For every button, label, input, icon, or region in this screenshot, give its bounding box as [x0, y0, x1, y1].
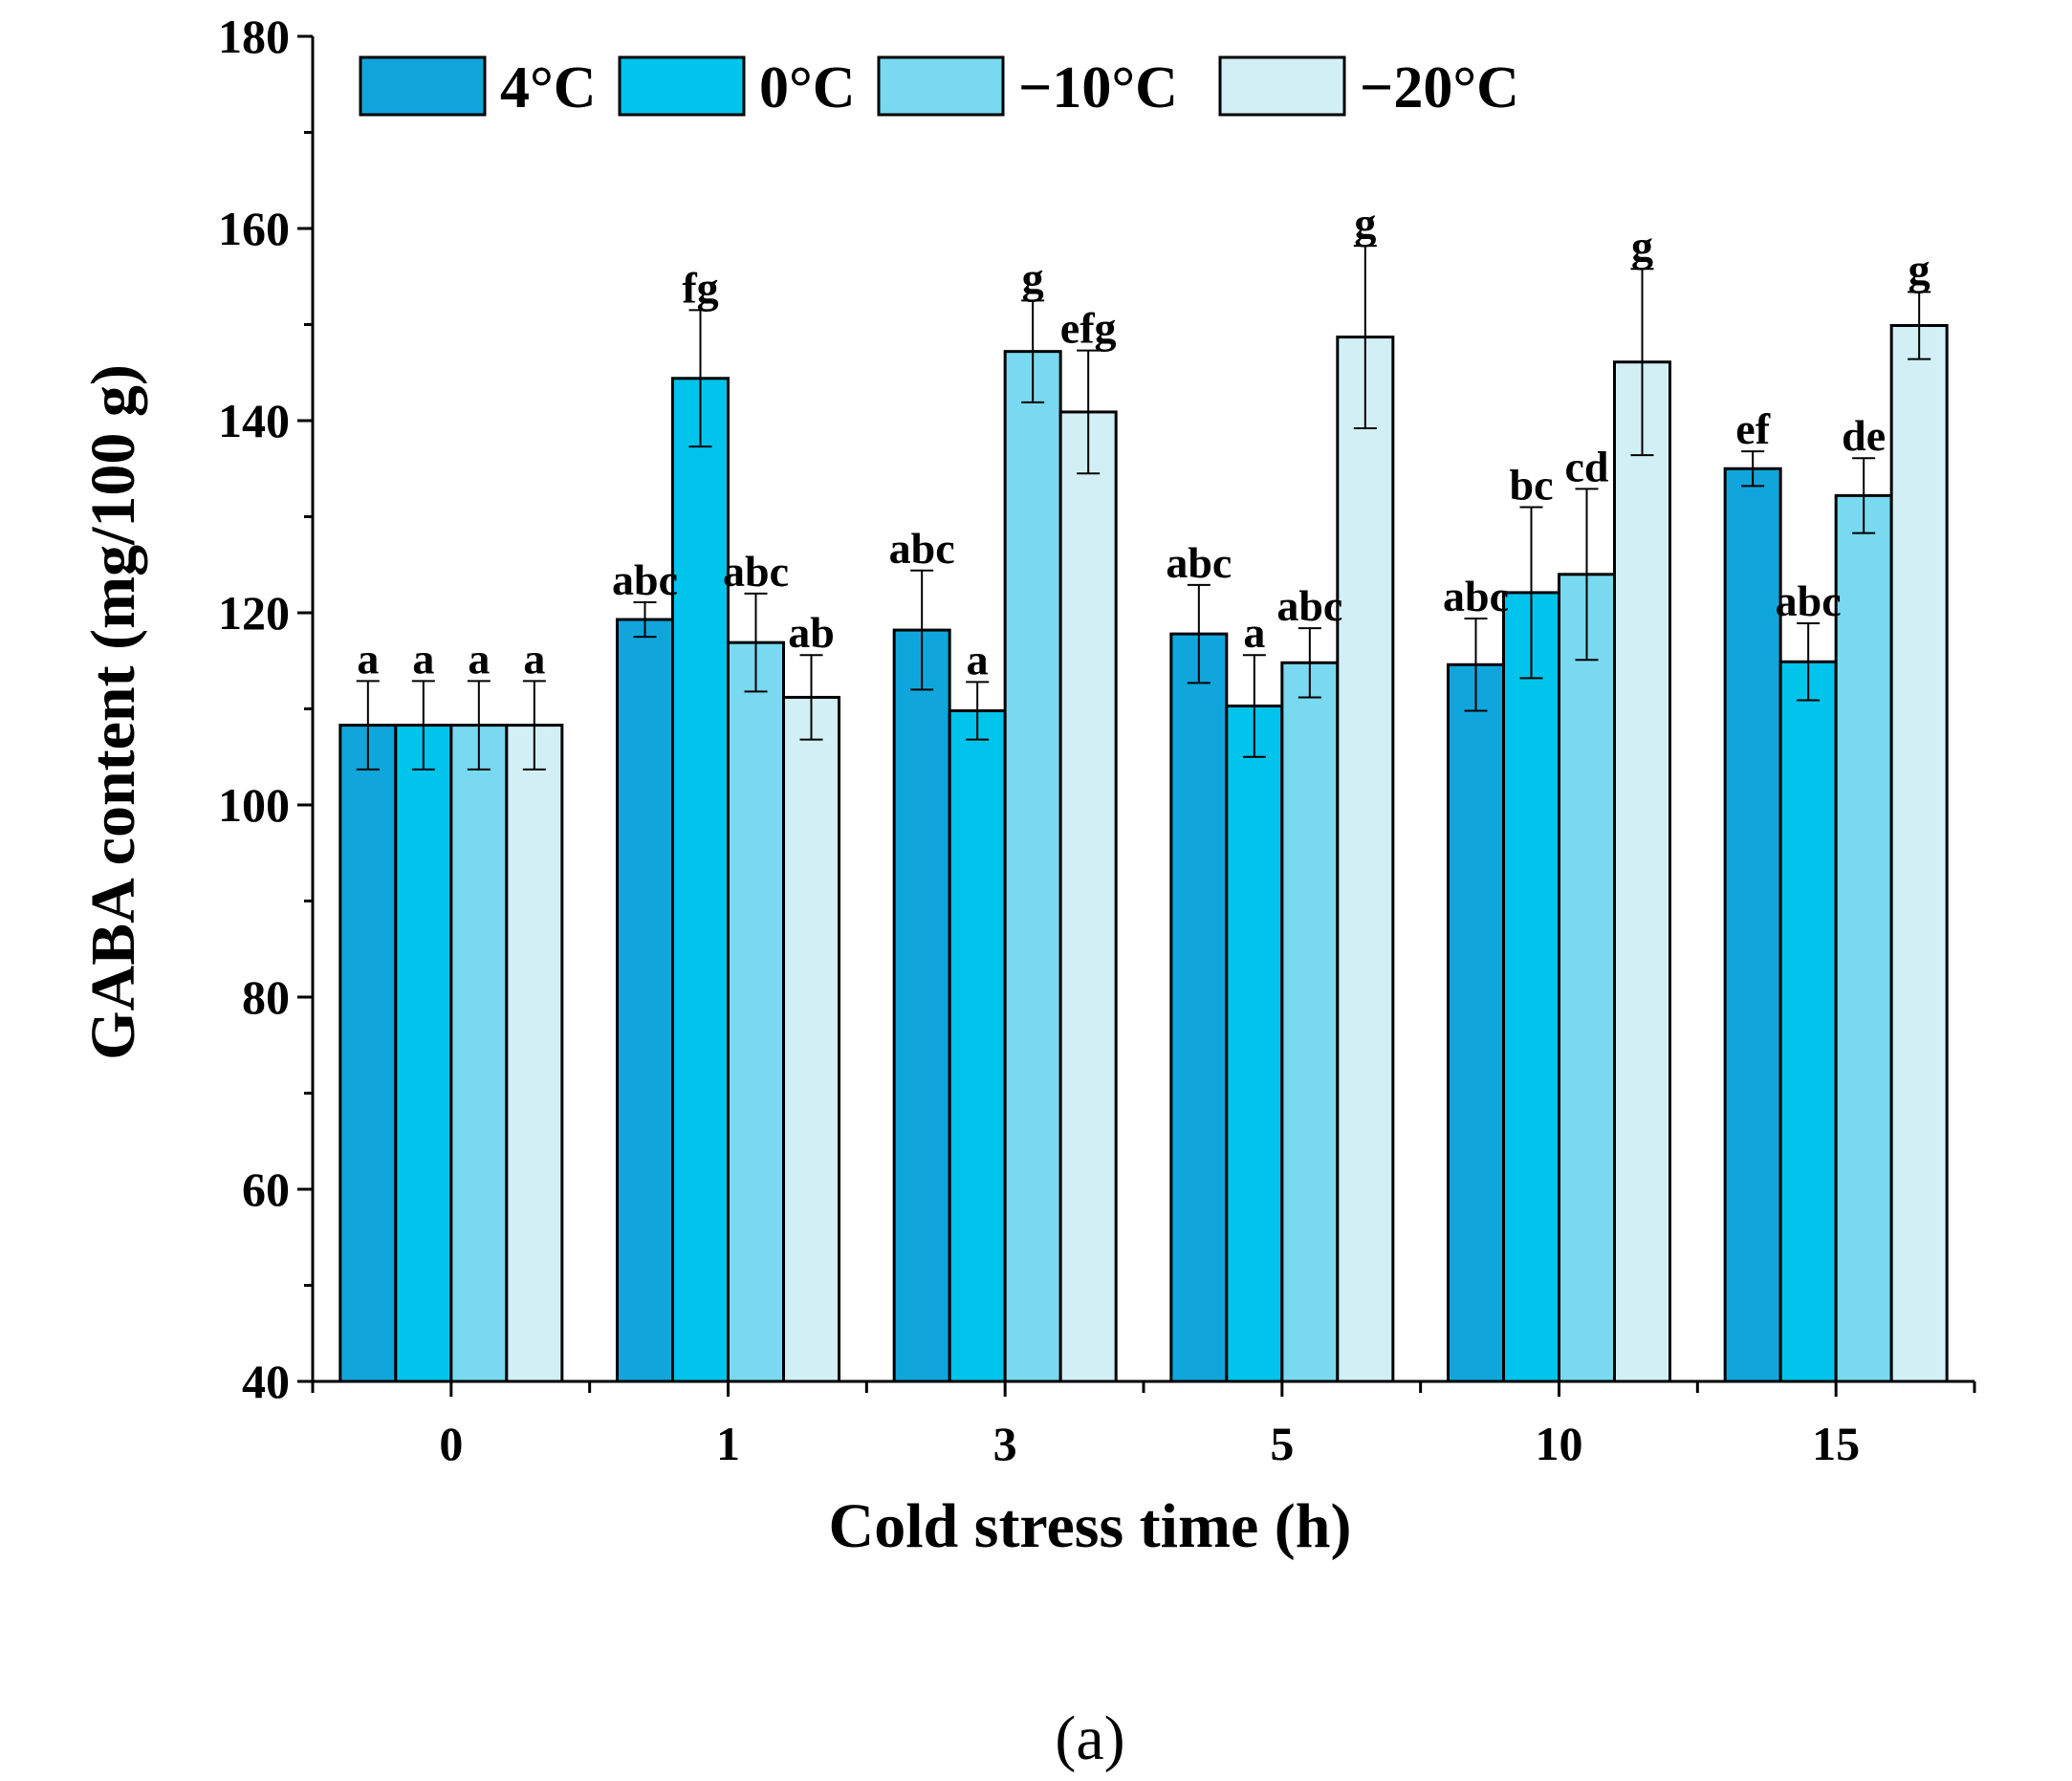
bar[interactable] — [1280, 661, 1340, 1383]
significance-label: abc — [1276, 581, 1342, 630]
significance-label: a — [967, 635, 989, 684]
bar[interactable] — [1558, 573, 1616, 1383]
y-tick-label: 160 — [218, 202, 290, 255]
legend-swatch — [359, 55, 487, 117]
significance-label: abc — [889, 524, 955, 573]
significance-label: a — [357, 634, 379, 683]
bar[interactable] — [1058, 410, 1118, 1383]
y-axis-title: GABA content (mg/100 g) — [78, 364, 148, 1060]
bar[interactable] — [449, 724, 509, 1383]
significance-label: a — [523, 634, 545, 683]
error-bars-layer — [356, 245, 1931, 771]
bar[interactable] — [782, 695, 840, 1383]
significance-label: abc — [723, 547, 789, 596]
y-tick-label: 40 — [242, 1355, 290, 1408]
bar[interactable] — [1447, 662, 1505, 1383]
y-tick-label: 140 — [218, 394, 290, 447]
panel-label: (a) — [1055, 1704, 1124, 1773]
bar[interactable] — [1613, 360, 1671, 1383]
y-tick-label: 180 — [218, 10, 290, 63]
significance-label: efg — [1060, 304, 1117, 353]
bar[interactable] — [1889, 324, 1949, 1383]
bar[interactable] — [1003, 350, 1062, 1383]
significance-label: g — [1631, 222, 1653, 271]
bar[interactable] — [727, 641, 785, 1383]
bar[interactable] — [671, 377, 730, 1383]
legend-label: −20°C — [1360, 55, 1519, 120]
x-tick-label: 15 — [1812, 1417, 1860, 1470]
bar[interactable] — [1778, 660, 1838, 1383]
legend-label: 0°C — [759, 55, 856, 120]
x-tick-label: 10 — [1536, 1417, 1583, 1470]
significance-label: abc — [612, 555, 678, 604]
legend-label: 4°C — [500, 55, 597, 120]
significance-label: ef — [1735, 404, 1770, 453]
x-tick-label: 1 — [716, 1417, 740, 1470]
x-tick-label: 0 — [439, 1417, 463, 1470]
bar[interactable] — [892, 628, 951, 1383]
significance-label: abc — [1166, 538, 1232, 587]
significance-label: fg — [682, 263, 718, 312]
legend-label: −10°C — [1018, 55, 1178, 120]
bars-layer — [338, 324, 1949, 1383]
legend: 4°C 0°C −10°C −20°C — [359, 55, 1519, 120]
y-tick-label: 100 — [218, 778, 290, 832]
bar[interactable] — [1336, 336, 1395, 1383]
bar[interactable] — [394, 724, 453, 1383]
legend-swatch — [1218, 55, 1346, 117]
bar[interactable] — [616, 618, 674, 1383]
significance-label: a — [412, 634, 434, 683]
significance-label: cd — [1565, 442, 1609, 490]
bar[interactable] — [1225, 704, 1284, 1383]
significance-label: bc — [1510, 460, 1554, 509]
x-tick-label: 3 — [993, 1417, 1017, 1470]
bar[interactable] — [1834, 493, 1893, 1383]
bar[interactable] — [948, 709, 1007, 1383]
significance-label: abc — [1776, 576, 1842, 625]
legend-swatch — [877, 55, 1005, 117]
bar[interactable] — [505, 724, 564, 1383]
bar[interactable] — [338, 724, 398, 1383]
x-axis-title: Cold stress time (h) — [829, 1491, 1352, 1561]
y-tick-label: 120 — [218, 586, 290, 640]
x-tick-label: 5 — [1270, 1417, 1294, 1470]
significance-label: abc — [1443, 572, 1509, 620]
bar[interactable] — [1169, 632, 1229, 1383]
legend-swatch — [618, 55, 746, 117]
significance-label: a — [1243, 608, 1265, 657]
bar[interactable] — [1502, 591, 1560, 1383]
significance-label: a — [468, 634, 490, 683]
y-tick-label: 80 — [242, 970, 290, 1024]
significance-label: g — [1354, 199, 1376, 248]
significance-label: g — [1908, 245, 1930, 293]
significance-label: ab — [788, 608, 835, 657]
bar[interactable] — [1723, 467, 1782, 1383]
axes-layer: 40 60 80 100 120 140 160 180 0 1 3 5 10 15 — [218, 10, 1976, 1470]
significance-label: g — [1022, 253, 1044, 302]
significance-label: de — [1842, 411, 1886, 460]
y-tick-label: 60 — [242, 1162, 290, 1216]
